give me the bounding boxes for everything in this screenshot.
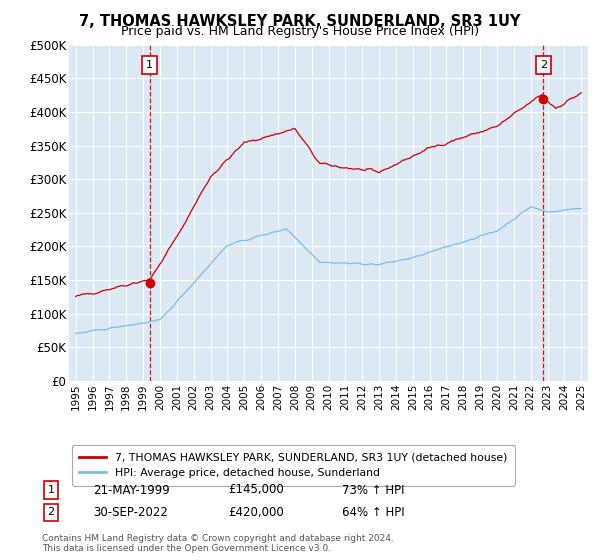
Text: 1: 1: [146, 60, 153, 70]
Text: £145,000: £145,000: [228, 483, 284, 497]
Text: £420,000: £420,000: [228, 506, 284, 519]
Text: 1: 1: [47, 485, 55, 495]
Text: 64% ↑ HPI: 64% ↑ HPI: [342, 506, 404, 519]
Text: Contains HM Land Registry data © Crown copyright and database right 2024.
This d: Contains HM Land Registry data © Crown c…: [42, 534, 394, 553]
Text: 30-SEP-2022: 30-SEP-2022: [93, 506, 168, 519]
Legend: 7, THOMAS HAWKSLEY PARK, SUNDERLAND, SR3 1UY (detached house), HPI: Average pric: 7, THOMAS HAWKSLEY PARK, SUNDERLAND, SR3…: [72, 445, 515, 486]
Text: 21-MAY-1999: 21-MAY-1999: [93, 483, 170, 497]
Text: 2: 2: [540, 60, 547, 70]
Text: 7, THOMAS HAWKSLEY PARK, SUNDERLAND, SR3 1UY: 7, THOMAS HAWKSLEY PARK, SUNDERLAND, SR3…: [79, 14, 521, 29]
Text: Price paid vs. HM Land Registry's House Price Index (HPI): Price paid vs. HM Land Registry's House …: [121, 25, 479, 38]
Text: 2: 2: [47, 507, 55, 517]
Text: 73% ↑ HPI: 73% ↑ HPI: [342, 483, 404, 497]
